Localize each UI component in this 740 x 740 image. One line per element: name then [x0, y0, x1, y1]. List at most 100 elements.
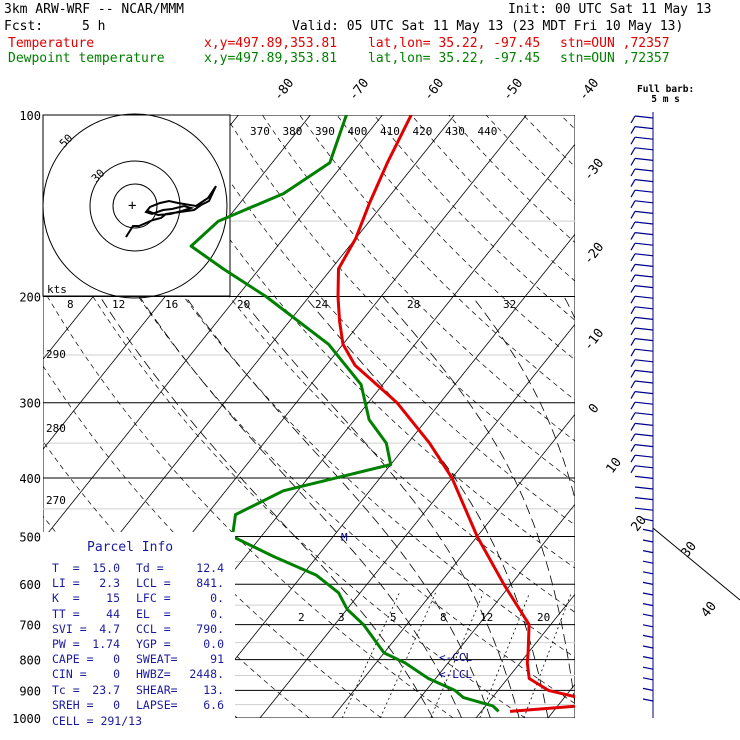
parcel-key: TT = [52, 606, 80, 621]
parcel-key: LI = [52, 576, 80, 591]
parcel-value: 790. [196, 621, 224, 636]
isotherm-label: -10 [581, 326, 607, 354]
dry-adiabat [523, 115, 575, 168]
parcel-value: 4.7 [99, 621, 120, 636]
wind-barb [634, 327, 654, 331]
wind-barb [642, 634, 654, 638]
wind-barb-flag [630, 147, 636, 156]
wind-barb [642, 518, 654, 522]
wind-barb-flag [630, 179, 636, 187]
moist-adiabat [185, 296, 491, 718]
wind-barb [634, 115, 654, 119]
wind-barb [642, 613, 654, 617]
dew-xy: x,y=497.89,353.81 [204, 51, 338, 66]
wind-barb-flag [630, 348, 636, 357]
parcel-row: K = 15 LFC = 0. [52, 591, 240, 606]
wind-barb [634, 444, 654, 448]
parcel-value: 2.3 [99, 576, 120, 591]
mixing-ratio-label: 12 [480, 611, 493, 624]
wind-barb-flag [630, 115, 636, 124]
wind-barb-flag [630, 211, 636, 219]
isotherm-label: 0 [586, 401, 603, 416]
dry-adiabat [43, 208, 526, 718]
wind-barb [634, 486, 654, 490]
theta-side-label: 280 [46, 422, 66, 435]
wind-barb-flag [630, 306, 636, 315]
wind-barb [634, 359, 654, 363]
hodo-speed-label: 16 [165, 298, 178, 311]
moist-adiabat [139, 296, 462, 718]
parcel-row: T = 15.0 Td = 12.4 [52, 561, 240, 576]
parcel-value: 0 [113, 667, 120, 682]
parcel-key: Td = [136, 561, 164, 575]
dry-adiabat [336, 115, 575, 361]
parcel-value: 0 [113, 652, 120, 667]
parcel-key: YGP = [136, 636, 171, 651]
parcel-key: CCL = [136, 621, 171, 636]
valid-time: Valid: 05 UTC Sat 11 May 13 (23 MDT Fri … [292, 19, 684, 34]
wind-barb [642, 603, 654, 607]
isotherm-line [259, 323, 575, 718]
wind-barb-flag [630, 465, 636, 474]
dry-adiabat [262, 115, 575, 442]
parcel-cell: CELL = 291/13 [52, 714, 143, 728]
temperature-profile [336, 115, 575, 713]
isotherm-label: -70 [346, 76, 372, 104]
wind-barb-flag [630, 423, 636, 431]
temp-xy: x,y=497.89,353.81 [204, 36, 338, 51]
theta-label: 430 [445, 125, 465, 138]
wind-barb [634, 391, 654, 395]
wind-barb-flag [630, 359, 636, 368]
wind-barb [634, 475, 654, 479]
parcel-row: CIN = 0 HWBZ= 2448. [52, 667, 240, 682]
wind-barb [634, 465, 654, 469]
wind-barb [634, 179, 654, 183]
hodo-speed-label: 8 [67, 298, 74, 311]
parcel-key: HWBZ= [136, 667, 171, 682]
dry-adiabat [43, 288, 454, 718]
parcel-value: 12.4 [196, 561, 224, 575]
temp-station: stn=OUN ,72357 [560, 36, 670, 51]
wind-barb-flag [630, 433, 636, 442]
wind-barb [642, 645, 654, 649]
wind-barb [634, 232, 654, 236]
hodo-speed-label: 28 [407, 298, 420, 311]
wind-barb [634, 338, 654, 342]
wind-barb [634, 136, 654, 140]
parcel-value: 91 [210, 652, 224, 667]
isotherm-line [43, 115, 383, 540]
wind-barb-flag [630, 380, 636, 389]
wind-barb [634, 507, 654, 511]
isotherm-label: 40 [699, 599, 720, 621]
theta-label: 410 [380, 125, 400, 138]
mixing-ratio-line [582, 593, 626, 718]
pressure-tick-label: 600 [19, 578, 41, 592]
isotherm-line [475, 593, 575, 718]
wind-barb [642, 656, 654, 660]
isotherm-label: -20 [581, 240, 607, 268]
dry-adiabat [598, 115, 740, 718]
parcel-key: SVI = [52, 621, 87, 636]
wind-barb [634, 401, 654, 405]
parcel-value: 0.0 [203, 636, 224, 651]
parcel-panel-bg [43, 532, 235, 718]
dry-adiabat [635, 115, 740, 718]
parcel-key: PW = [52, 636, 80, 651]
wind-barb [634, 274, 654, 278]
ccl-marker: <-CCL [439, 651, 472, 664]
dry-adiabat [411, 115, 575, 282]
wind-barb [634, 295, 654, 299]
theta-label: 400 [348, 125, 368, 138]
wind-barb [634, 422, 654, 426]
wind-barb [642, 528, 654, 532]
wind-barb [634, 454, 654, 458]
isotherm-label: -40 [576, 76, 602, 104]
pressure-tick-label: 500 [19, 530, 41, 544]
dry-adiabat [224, 115, 575, 484]
wind-barb [634, 200, 654, 204]
fcst-label: Fcst: [4, 19, 44, 34]
dry-adiabat [75, 115, 575, 658]
wind-barb [634, 263, 654, 267]
wind-barb [642, 550, 654, 554]
wind-barb [634, 433, 654, 437]
